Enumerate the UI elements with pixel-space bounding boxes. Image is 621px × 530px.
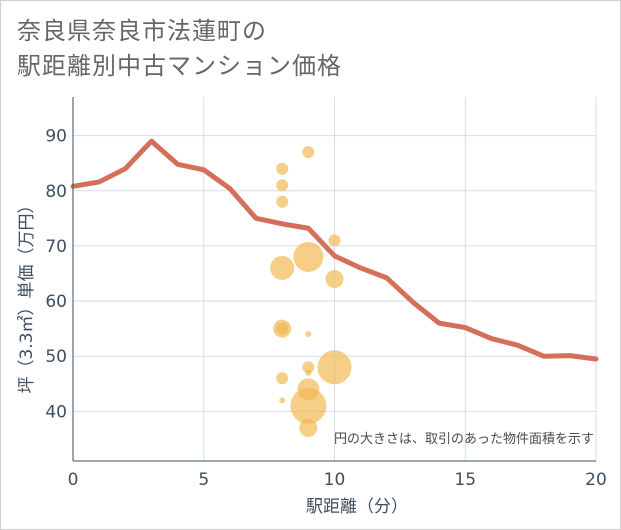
price-line-series — [70, 138, 599, 362]
bubble-point — [299, 418, 318, 437]
bubble-series — [270, 146, 352, 437]
bubble-point — [290, 387, 327, 424]
bubble-point — [276, 322, 289, 335]
bubble-point — [279, 397, 286, 404]
y-tick-label: 40 — [45, 402, 67, 422]
bubble-point — [328, 234, 341, 247]
x-tick-label: 5 — [198, 470, 209, 490]
chart-title-line1: 奈良県奈良市法蓮町の — [17, 17, 267, 45]
bubble-point — [302, 146, 315, 159]
axes: 0 5 10 15 20 40 50 60 70 80 90 — [45, 97, 607, 490]
grid-lines — [73, 97, 597, 461]
bubble-point — [270, 255, 295, 280]
chart-title: 奈良県奈良市法蓮町の 駅距離別中古マンション価格 — [17, 14, 342, 84]
price-line — [70, 138, 599, 362]
x-tick-label: 20 — [585, 470, 607, 490]
y-tick-label: 90 — [45, 127, 67, 147]
bubble-point — [276, 162, 289, 175]
y-axis-title: 坪（3.3㎡）単価（万円） — [17, 196, 37, 393]
x-axis-title: 駅距離（分） — [306, 497, 408, 517]
x-tick-label: 0 — [68, 470, 79, 490]
y-tick-label: 70 — [45, 237, 67, 257]
bubble-point — [293, 241, 324, 272]
bubble-size-note: 円の大きさは、取引のあった物件面積を示す — [334, 432, 594, 447]
bubble-point — [302, 361, 315, 374]
bubble-point — [276, 195, 289, 208]
bubble-point — [305, 369, 312, 376]
bubble-point — [317, 350, 352, 385]
chart-title-line2: 駅距離別中古マンション価格 — [17, 52, 342, 80]
x-tick-label: 10 — [324, 470, 346, 490]
bubble-point — [276, 372, 289, 385]
x-tick-label: 15 — [454, 470, 476, 490]
bubble-point — [276, 179, 289, 192]
y-tick-label: 60 — [45, 292, 67, 312]
bubble-point — [305, 331, 312, 338]
y-tick-label: 50 — [45, 347, 67, 367]
bubble-point — [325, 270, 344, 288]
y-tick-label: 80 — [45, 182, 67, 202]
